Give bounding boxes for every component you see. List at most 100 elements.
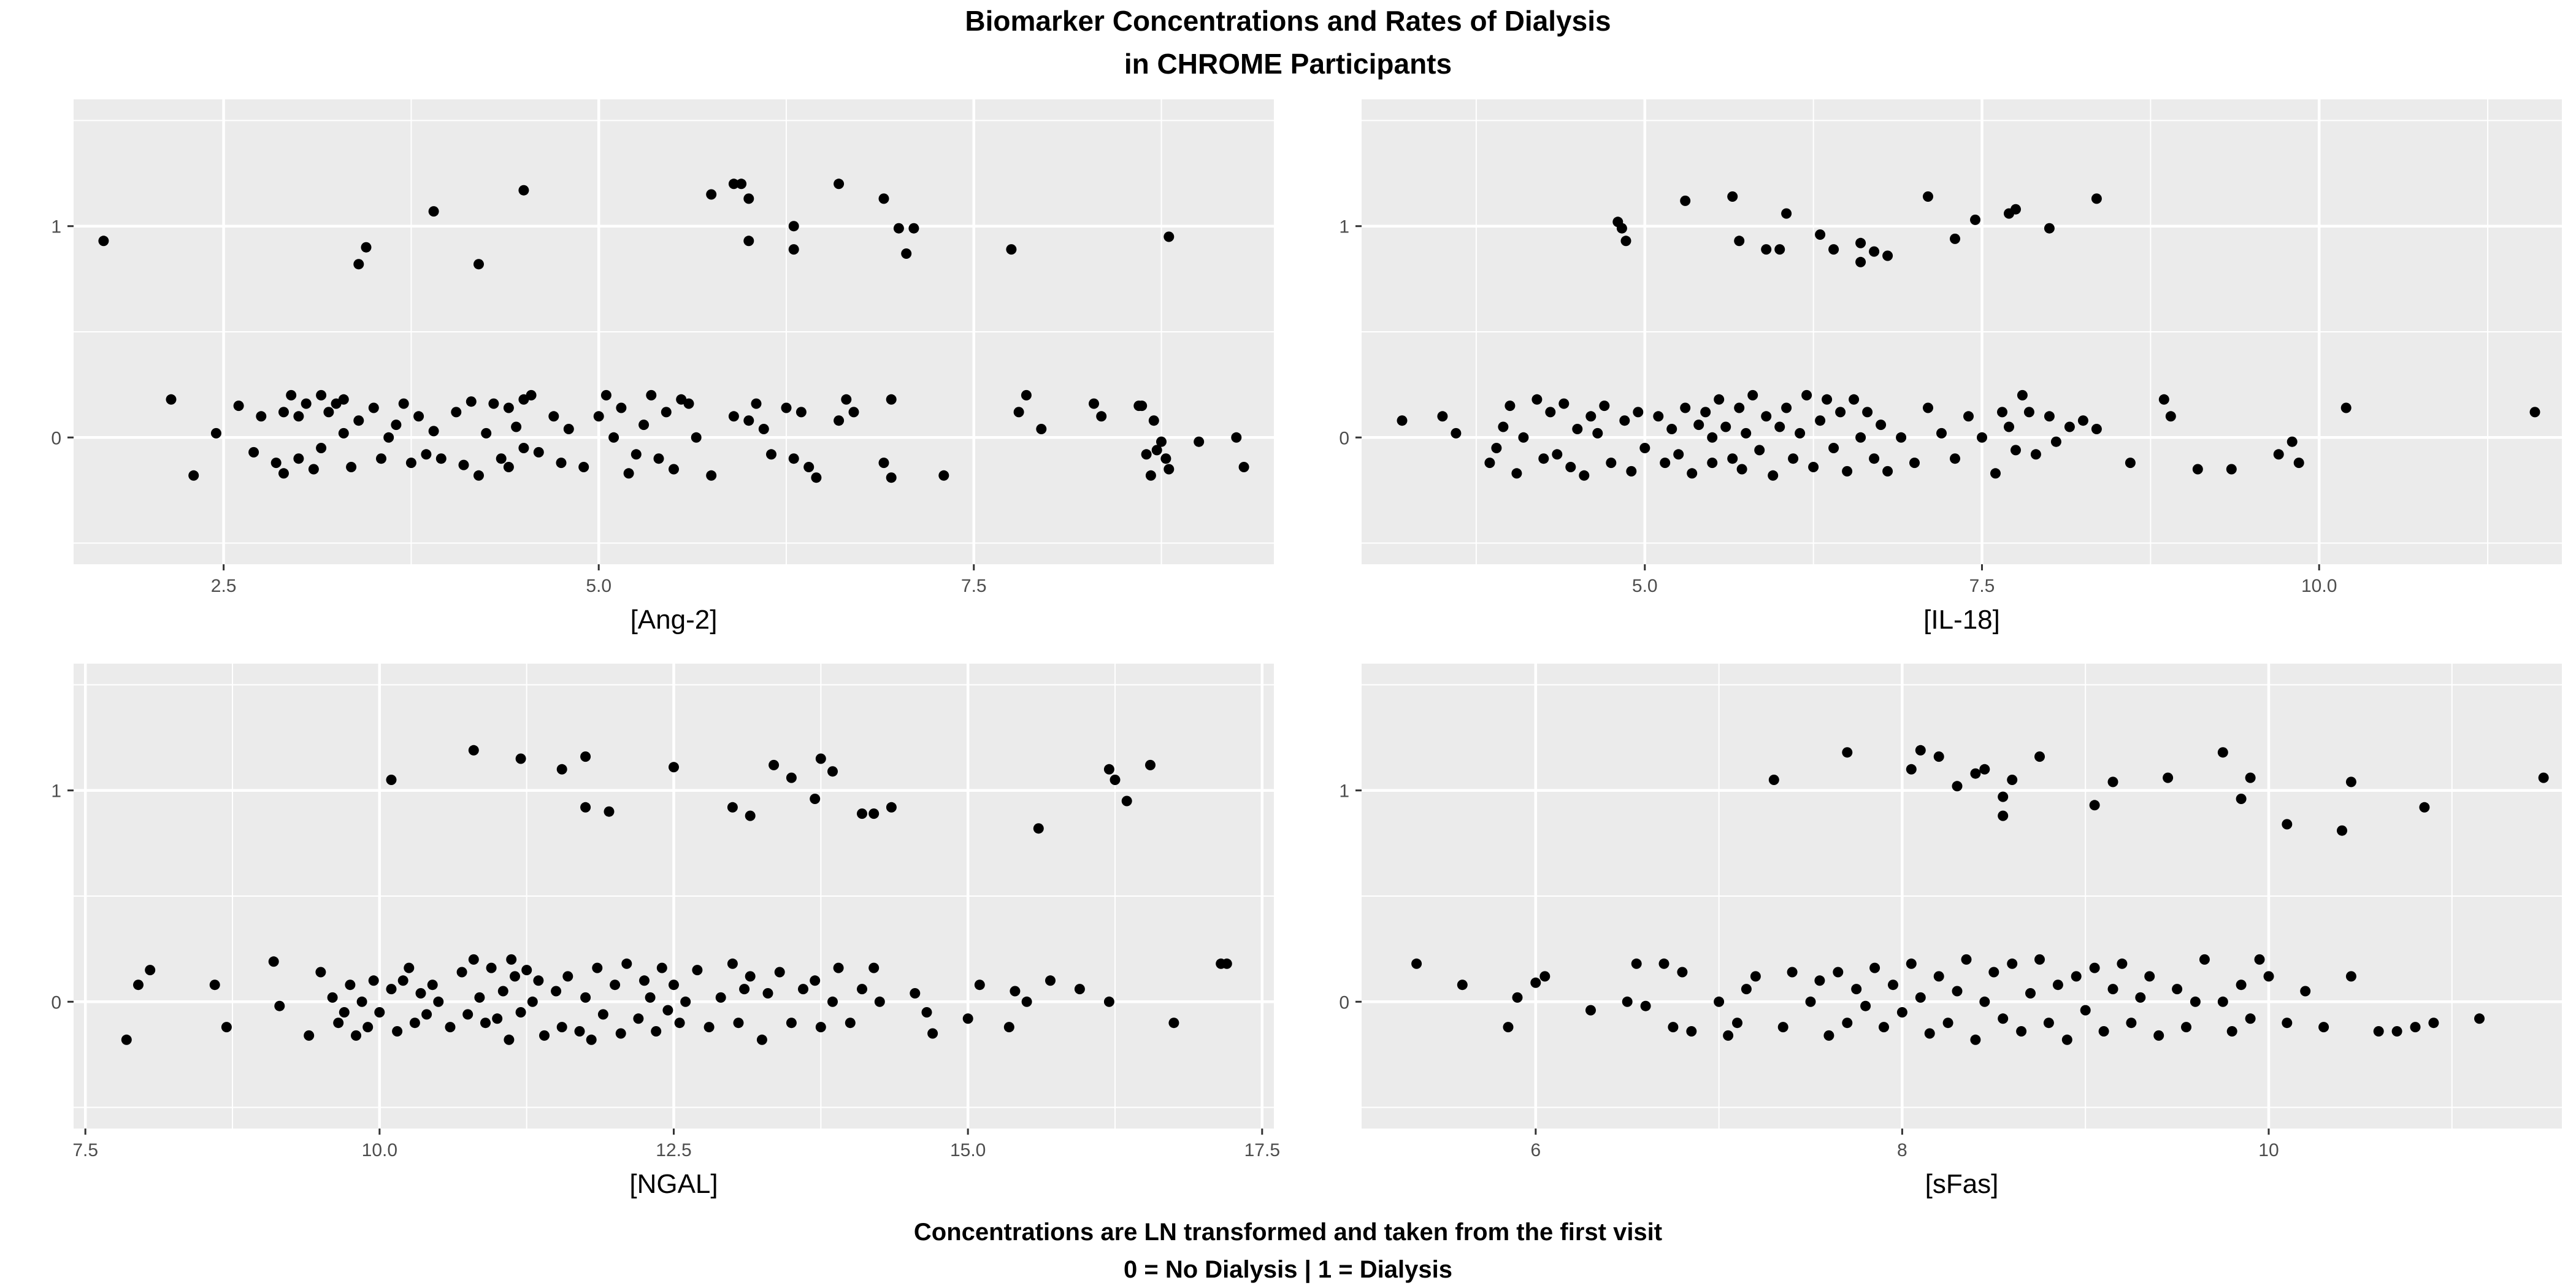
data-point bbox=[1909, 458, 1920, 469]
data-point bbox=[556, 458, 567, 469]
data-point bbox=[631, 449, 642, 460]
data-point bbox=[758, 424, 769, 434]
y-tick-label: 1 bbox=[1339, 217, 1349, 237]
data-point bbox=[2419, 802, 2430, 813]
data-point bbox=[1801, 389, 1812, 401]
data-point bbox=[415, 988, 426, 999]
data-point bbox=[651, 1026, 662, 1037]
data-point bbox=[1896, 432, 1907, 443]
data-point bbox=[2144, 971, 2155, 982]
data-point bbox=[733, 1018, 744, 1029]
data-point bbox=[1592, 427, 1603, 439]
data-point bbox=[1896, 1007, 1907, 1018]
data-point bbox=[1639, 443, 1650, 453]
data-point bbox=[2061, 1034, 2072, 1045]
data-point bbox=[2538, 772, 2549, 783]
data-point bbox=[1686, 1026, 1697, 1037]
data-point bbox=[1855, 432, 1866, 443]
data-point bbox=[1660, 458, 1671, 469]
data-point bbox=[921, 1007, 932, 1018]
data-point bbox=[910, 988, 921, 999]
data-point bbox=[1761, 411, 1772, 422]
data-point bbox=[533, 447, 544, 458]
data-point bbox=[1151, 445, 1162, 456]
data-point bbox=[468, 745, 479, 756]
data-point bbox=[1741, 427, 1752, 439]
data-point bbox=[374, 1007, 385, 1018]
data-point bbox=[1512, 992, 1523, 1003]
data-point bbox=[2052, 979, 2063, 991]
data-point bbox=[597, 1009, 608, 1020]
x-tick-label: 7.5 bbox=[72, 1140, 98, 1160]
data-point bbox=[1822, 394, 1833, 405]
data-point bbox=[1876, 420, 1887, 431]
data-point bbox=[327, 992, 338, 1003]
data-point bbox=[433, 996, 444, 1007]
data-point bbox=[1842, 466, 1853, 477]
data-point bbox=[893, 223, 904, 234]
data-points bbox=[98, 178, 1249, 483]
x-tick-label: 5.0 bbox=[1632, 576, 1658, 596]
data-point bbox=[1963, 411, 1974, 422]
data-point bbox=[1732, 1018, 1742, 1029]
data-point bbox=[421, 1009, 432, 1020]
data-point bbox=[2034, 954, 2045, 965]
data-point bbox=[592, 962, 603, 973]
data-point bbox=[315, 967, 326, 978]
data-point bbox=[527, 996, 538, 1007]
data-point bbox=[621, 958, 632, 969]
data-point bbox=[511, 421, 522, 432]
data-point bbox=[1484, 458, 1495, 469]
data-point bbox=[743, 236, 754, 247]
data-point bbox=[1805, 996, 1816, 1007]
data-point bbox=[506, 954, 517, 965]
data-point bbox=[356, 996, 367, 1007]
data-point bbox=[293, 411, 304, 422]
data-point bbox=[2226, 1026, 2237, 1037]
data-point bbox=[1823, 1030, 1834, 1041]
data-point bbox=[2098, 1026, 2109, 1037]
data-point bbox=[2017, 389, 2028, 401]
data-point bbox=[1842, 1018, 1853, 1029]
data-point bbox=[1734, 236, 1745, 247]
data-point bbox=[2190, 996, 2201, 1007]
data-point bbox=[1855, 256, 1866, 267]
data-point bbox=[2345, 971, 2356, 982]
data-point bbox=[1855, 237, 1866, 248]
data-point bbox=[497, 986, 508, 997]
data-point bbox=[551, 986, 562, 997]
data-point bbox=[1693, 420, 1704, 431]
data-point bbox=[743, 415, 754, 426]
x-axis-label: [NGAL] bbox=[629, 1169, 718, 1199]
data-point bbox=[339, 1007, 350, 1018]
data-point bbox=[578, 462, 589, 472]
data-point bbox=[1915, 992, 1926, 1003]
data-point bbox=[2044, 223, 2055, 234]
data-point bbox=[1626, 466, 1637, 477]
data-point bbox=[338, 427, 349, 439]
data-point bbox=[1714, 996, 1725, 1007]
data-point bbox=[2125, 458, 2136, 469]
y-tick-label: 0 bbox=[51, 428, 61, 448]
data-point bbox=[503, 462, 514, 472]
data-point bbox=[268, 956, 279, 967]
data-point bbox=[316, 443, 327, 453]
y-tick-label: 1 bbox=[51, 217, 61, 237]
y-tick-label: 0 bbox=[1339, 428, 1349, 448]
data-point bbox=[1565, 462, 1576, 472]
data-point bbox=[1006, 244, 1017, 255]
data-point bbox=[656, 962, 667, 973]
data-point bbox=[886, 394, 897, 405]
data-point bbox=[739, 984, 750, 995]
data-point bbox=[1933, 751, 1944, 762]
data-point bbox=[428, 426, 439, 437]
data-point bbox=[518, 443, 529, 453]
data-point bbox=[574, 1026, 585, 1037]
data-point bbox=[810, 975, 821, 986]
data-point bbox=[769, 759, 780, 770]
data-point bbox=[1620, 236, 1631, 247]
data-point bbox=[633, 1013, 644, 1024]
data-point bbox=[1788, 453, 1799, 464]
data-point bbox=[510, 971, 520, 982]
